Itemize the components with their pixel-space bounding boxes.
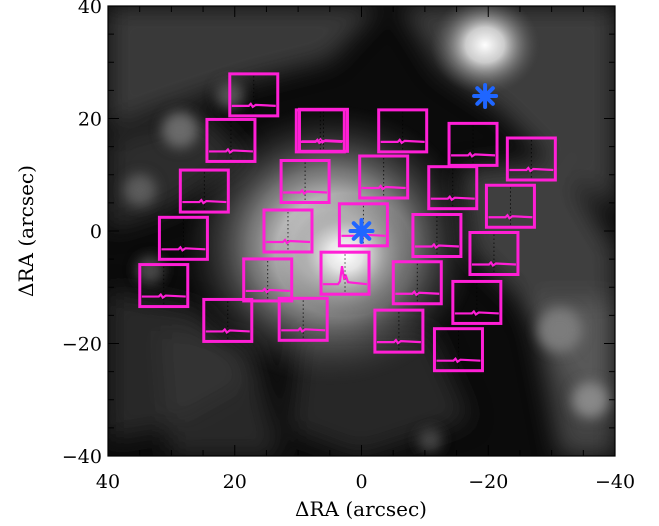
- fiber-spectrum: [380, 138, 425, 145]
- fiber-outline: [337, 202, 389, 248]
- fiber-spectrum: [283, 188, 328, 196]
- fiber-outline: [205, 117, 257, 163]
- y-axis-label: ΔRA (arcsec): [14, 165, 38, 297]
- fiber-box: [294, 108, 346, 154]
- x-tick-label: 20: [223, 471, 247, 493]
- fiber-box: [451, 279, 503, 325]
- tick-layer: 40 20 0 −20 −40 40 20 0 −20 −40: [62, 0, 635, 493]
- fiber-spectrum: [395, 290, 440, 297]
- fiber-box: [205, 117, 257, 163]
- fiber-spectrum: [265, 238, 311, 245]
- y-tick-label: −40: [62, 446, 102, 468]
- fiber-spectrum: [208, 147, 254, 154]
- fiber-spectrum: [298, 138, 343, 145]
- asterisk-marker: [348, 218, 375, 244]
- fiber-outline: [391, 260, 443, 306]
- fiber-spectrum: [231, 102, 276, 109]
- fiber-outline: [451, 279, 503, 325]
- fiber-outline: [377, 108, 429, 154]
- fiber-outline: [294, 108, 346, 154]
- fiber-spectrum: [451, 151, 496, 158]
- fiber-box: [411, 213, 463, 258]
- fiber-spectrum: [205, 327, 250, 334]
- asterisk-stroke: [351, 221, 372, 241]
- fiber-box: [391, 260, 443, 306]
- fiber-outline: [427, 165, 479, 211]
- x-tick-label: 40: [96, 471, 120, 493]
- fiber-outline: [432, 327, 484, 373]
- y-tick-label: 0: [90, 221, 102, 243]
- fiber-box: [505, 136, 557, 182]
- fiber-spectrum: [471, 260, 517, 268]
- fiber-outline: [202, 297, 254, 343]
- fiber-spectrum: [161, 245, 206, 252]
- x-tick-label: −20: [468, 471, 508, 493]
- fiber-spectrum: [141, 292, 186, 300]
- fiber-spectrum: [281, 326, 326, 333]
- fiber-spectrum: [454, 309, 499, 316]
- x-tick-label: 0: [355, 471, 367, 493]
- fiber-box: [262, 208, 314, 254]
- fiber-outline: [277, 296, 329, 342]
- fiber-spectrum: [182, 198, 227, 205]
- fiber-spectrum: [376, 338, 421, 345]
- fiber-spectrum: [245, 287, 290, 294]
- fiber-box: [468, 231, 520, 276]
- fiber-spectrum: [436, 356, 481, 364]
- fiber-layer: [138, 72, 557, 373]
- y-tick-label: 20: [78, 109, 102, 131]
- fiber-outline: [484, 183, 536, 229]
- x-axis-label: ΔRA (arcsec): [295, 497, 427, 521]
- asterisk-marker: [472, 83, 499, 109]
- fiber-spectrum: [323, 266, 368, 286]
- fiber-box: [138, 263, 190, 309]
- fiber-outline: [468, 231, 520, 276]
- fiber-box: [279, 159, 331, 204]
- fiber-box: [157, 215, 209, 261]
- fiber-spectrum: [361, 184, 406, 191]
- fiber-box: [242, 257, 294, 303]
- fiber-outline: [138, 263, 190, 309]
- fiber-outline: [157, 215, 209, 261]
- fiber-outline: [373, 308, 425, 354]
- fiber-spectrum: [509, 166, 554, 173]
- asterisk-stroke: [475, 86, 495, 106]
- fiber-outline: [319, 250, 371, 296]
- fiber-box: [228, 72, 280, 118]
- fiber-outline: [358, 154, 410, 200]
- fiber-outline: [262, 208, 314, 254]
- fiber-outline: [505, 136, 557, 182]
- y-tick-label: −20: [62, 334, 102, 356]
- fiber-outline: [279, 159, 331, 204]
- fiber-outline: [411, 213, 463, 258]
- fiber-box: [202, 297, 254, 343]
- fiber-box: [377, 108, 429, 154]
- marker-layer: [348, 83, 499, 244]
- fiber-box: [432, 327, 484, 373]
- fiber-spectrum: [430, 194, 475, 202]
- fiber-outline: [178, 168, 230, 214]
- fiber-outline: [242, 257, 294, 303]
- x-tick-label: −40: [595, 471, 635, 493]
- fiber-spectrum: [414, 242, 459, 250]
- fiber-box: [319, 250, 371, 296]
- fiber-spectrum: [488, 213, 533, 220]
- fiber-box: [358, 154, 410, 200]
- fiber-box: [277, 296, 329, 342]
- fiber-outline: [228, 72, 280, 118]
- background-image: [108, 6, 615, 456]
- fiber-box: [178, 168, 230, 214]
- fiber-box: [427, 165, 479, 211]
- y-tick-label: 40: [78, 0, 102, 18]
- fiber-box: [373, 308, 425, 354]
- fiber-box: [484, 183, 536, 229]
